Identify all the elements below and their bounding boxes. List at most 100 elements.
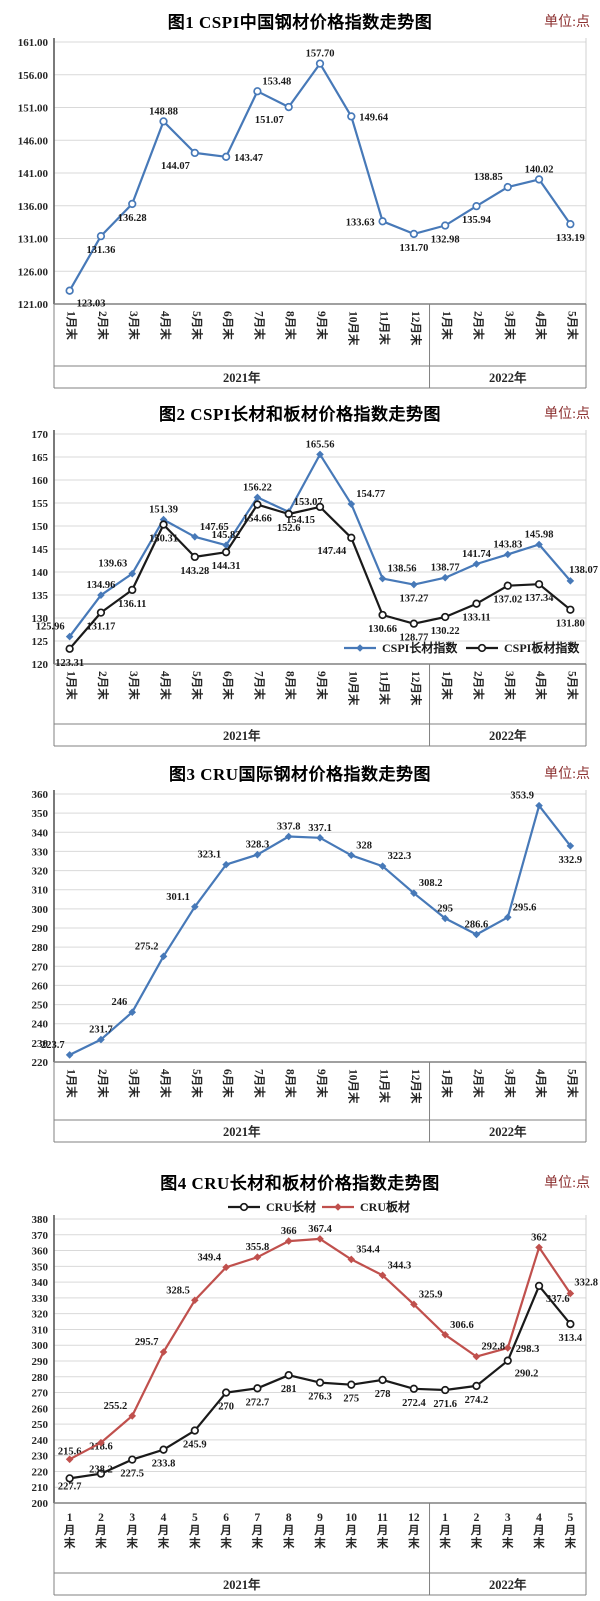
svg-text:270: 270 bbox=[32, 1388, 49, 1400]
axes bbox=[53, 38, 587, 305]
x-axis-group-box bbox=[53, 1503, 587, 1596]
data-point-marker bbox=[159, 515, 168, 524]
year-group-labels: 2021年 2022年 bbox=[223, 1577, 527, 1592]
svg-text:149.64: 149.64 bbox=[359, 112, 389, 123]
data-point-marker bbox=[566, 1289, 575, 1298]
svg-text:5月末: 5月末 bbox=[188, 1512, 201, 1550]
data-point-marker bbox=[97, 1438, 105, 1447]
svg-text:320: 320 bbox=[32, 866, 49, 878]
data-point-marker bbox=[472, 930, 481, 939]
data-point-marker bbox=[441, 1385, 450, 1395]
svg-text:136.00: 136.00 bbox=[18, 201, 49, 213]
svg-text:2月末: 2月末 bbox=[471, 311, 485, 340]
svg-text:8月末: 8月末 bbox=[284, 671, 298, 700]
svg-text:143.28: 143.28 bbox=[180, 566, 209, 577]
data-point-marker bbox=[441, 612, 450, 622]
gridlines bbox=[54, 41, 586, 305]
data-point-marker bbox=[410, 1300, 418, 1309]
svg-text:160: 160 bbox=[32, 475, 49, 487]
svg-text:2022年: 2022年 bbox=[489, 370, 527, 385]
svg-text:141.00: 141.00 bbox=[18, 168, 49, 180]
svg-text:295.6: 295.6 bbox=[513, 902, 537, 913]
svg-text:322.3: 322.3 bbox=[388, 851, 412, 862]
svg-text:4月末: 4月末 bbox=[159, 671, 173, 700]
data-point-marker bbox=[128, 199, 137, 209]
svg-text:12月末: 12月末 bbox=[407, 1512, 420, 1550]
data-point-marker bbox=[284, 509, 293, 519]
svg-text:2月末: 2月末 bbox=[96, 311, 110, 340]
svg-text:137.34: 137.34 bbox=[525, 593, 555, 604]
svg-text:220: 220 bbox=[32, 1057, 49, 1069]
data-point-marker bbox=[534, 175, 544, 184]
svg-text:255.2: 255.2 bbox=[104, 1401, 128, 1412]
svg-text:354.4: 354.4 bbox=[356, 1244, 380, 1255]
svg-text:155: 155 bbox=[32, 498, 49, 510]
chart-title: 图4 CRU长材和板材价格指数走势图 bbox=[160, 1174, 440, 1193]
data-point-marker bbox=[347, 112, 356, 121]
chart-block-cspi-long-flat: 图2 CSPI长材和板材价格指数走势图 单位:点 120 125 130 135 140… bbox=[0, 392, 600, 752]
data-point-marker bbox=[221, 152, 231, 161]
svg-text:130: 130 bbox=[32, 613, 49, 625]
data-point-marker bbox=[566, 842, 575, 850]
x-axis-labels: 1月末 2月末 3月末 4月末 5月末 6月末 7月末 8月末 9月末 10月末 11月末 12月末 1… bbox=[65, 671, 580, 706]
svg-text:154.66: 154.66 bbox=[243, 514, 272, 525]
svg-text:8月末: 8月末 bbox=[282, 1512, 295, 1550]
data-point-marker bbox=[441, 221, 450, 230]
data-point-marker bbox=[96, 1469, 106, 1478]
svg-text:240: 240 bbox=[32, 1435, 49, 1447]
data-point-marker bbox=[221, 548, 231, 557]
svg-text:137.02: 137.02 bbox=[493, 595, 522, 606]
svg-text:292.8: 292.8 bbox=[481, 1342, 505, 1353]
svg-text:2022年: 2022年 bbox=[489, 1577, 527, 1592]
svg-text:360: 360 bbox=[32, 789, 49, 801]
svg-text:138.07: 138.07 bbox=[569, 565, 598, 576]
data-point-marker bbox=[441, 573, 449, 582]
svg-text:146.00: 146.00 bbox=[18, 135, 49, 147]
svg-text:10月末: 10月末 bbox=[346, 311, 360, 346]
data-labels: 123.31 131.17 136.11 150.31 143.28 144.31 154.… bbox=[55, 514, 585, 669]
svg-text:274.2: 274.2 bbox=[465, 1395, 489, 1406]
svg-text:355.8: 355.8 bbox=[246, 1242, 270, 1253]
svg-text:328.3: 328.3 bbox=[246, 840, 270, 851]
chart-title: 图2 CSPI长材和板材价格指数走势图 bbox=[159, 405, 441, 424]
data-point-marker bbox=[96, 608, 106, 617]
year-group-labels: 2021年 2022年 bbox=[223, 370, 527, 385]
data-point-marker bbox=[316, 1235, 324, 1243]
data-point-marker bbox=[128, 585, 137, 595]
svg-text:366: 366 bbox=[281, 1226, 297, 1237]
cru-composite-chart-canvas: 220 230 240 250 260 270 280 290 300 310 320 330 340 3… bbox=[32, 789, 587, 1143]
svg-text:134.96: 134.96 bbox=[87, 580, 116, 591]
data-point-marker bbox=[441, 914, 449, 923]
svg-text:301.1: 301.1 bbox=[166, 892, 190, 903]
svg-text:141.74: 141.74 bbox=[462, 549, 492, 560]
svg-text:337.1: 337.1 bbox=[308, 823, 332, 834]
svg-text:120: 120 bbox=[32, 659, 49, 671]
data-point-marker bbox=[378, 610, 387, 620]
svg-text:325.9: 325.9 bbox=[419, 1289, 443, 1300]
svg-text:10月末: 10月末 bbox=[346, 671, 360, 706]
svg-text:4月末: 4月末 bbox=[534, 671, 548, 700]
svg-text:2月末: 2月末 bbox=[471, 671, 485, 700]
svg-text:153.48: 153.48 bbox=[262, 76, 291, 87]
chart-title-row: 图3 CRU国际钢材价格指数走势图 单位:点 bbox=[0, 752, 600, 786]
svg-text:290: 290 bbox=[32, 923, 49, 935]
svg-text:5月末: 5月末 bbox=[190, 671, 204, 700]
svg-text:310: 310 bbox=[32, 1324, 49, 1336]
data-point-marker bbox=[347, 851, 356, 860]
svg-text:147.44: 147.44 bbox=[317, 546, 347, 557]
data-labels: 227.7 238.2 255.2 295.7 328.5 349.4 355.8 366 36… bbox=[58, 1224, 598, 1492]
svg-text:246: 246 bbox=[111, 997, 127, 1008]
data-point-marker bbox=[566, 220, 575, 229]
data-point-marker bbox=[315, 1378, 325, 1387]
svg-text:4月末: 4月末 bbox=[534, 1069, 548, 1098]
svg-text:5月末: 5月末 bbox=[564, 1512, 577, 1550]
unit-label: 单位:点 bbox=[544, 15, 590, 30]
data-point-marker bbox=[253, 500, 262, 509]
svg-text:367.4: 367.4 bbox=[308, 1224, 332, 1235]
data-point-marker bbox=[253, 1253, 262, 1261]
data-point-marker bbox=[191, 533, 199, 541]
data-point-marker bbox=[65, 632, 74, 641]
svg-text:281: 281 bbox=[281, 1384, 297, 1395]
legend-entry-label: CRU长材 bbox=[266, 1199, 316, 1214]
